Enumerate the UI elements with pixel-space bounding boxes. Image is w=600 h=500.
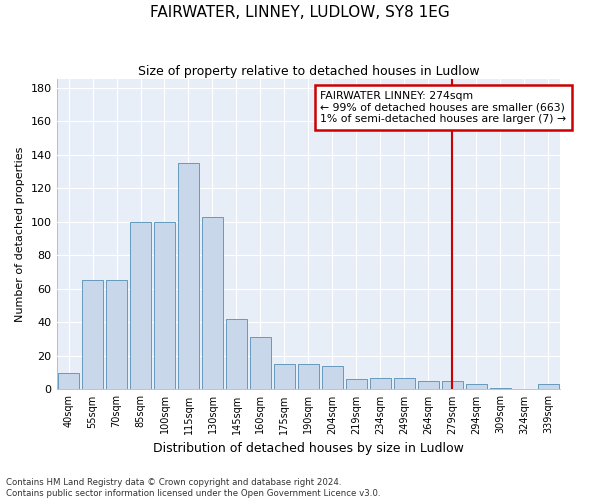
Bar — [298, 364, 319, 390]
Bar — [58, 372, 79, 390]
Title: Size of property relative to detached houses in Ludlow: Size of property relative to detached ho… — [137, 65, 479, 78]
Bar — [490, 388, 511, 390]
Text: FAIRWATER LINNEY: 274sqm
← 99% of detached houses are smaller (663)
1% of semi-d: FAIRWATER LINNEY: 274sqm ← 99% of detach… — [320, 91, 566, 124]
Bar — [466, 384, 487, 390]
Bar — [274, 364, 295, 390]
Bar — [322, 366, 343, 390]
Y-axis label: Number of detached properties: Number of detached properties — [15, 146, 25, 322]
Text: FAIRWATER, LINNEY, LUDLOW, SY8 1EG: FAIRWATER, LINNEY, LUDLOW, SY8 1EG — [150, 5, 450, 20]
Bar — [82, 280, 103, 390]
Bar — [346, 380, 367, 390]
Bar — [250, 338, 271, 390]
Bar — [202, 216, 223, 390]
Bar — [370, 378, 391, 390]
X-axis label: Distribution of detached houses by size in Ludlow: Distribution of detached houses by size … — [153, 442, 464, 455]
Bar — [154, 222, 175, 390]
Bar — [226, 319, 247, 390]
Bar — [538, 384, 559, 390]
Bar — [106, 280, 127, 390]
Bar — [418, 381, 439, 390]
Bar — [130, 222, 151, 390]
Bar — [394, 378, 415, 390]
Bar — [442, 381, 463, 390]
Text: Contains HM Land Registry data © Crown copyright and database right 2024.
Contai: Contains HM Land Registry data © Crown c… — [6, 478, 380, 498]
Bar — [178, 163, 199, 390]
